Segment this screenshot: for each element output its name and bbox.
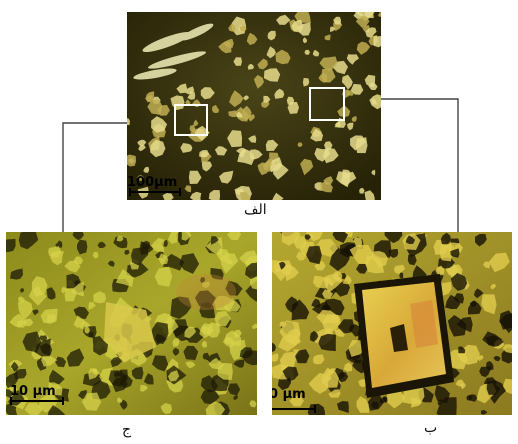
- zoom-box-right: [309, 87, 345, 121]
- scale-text-c: 10 µm: [10, 384, 56, 399]
- panel-label-a: الف: [244, 202, 267, 218]
- panel-label-b: ب: [424, 420, 438, 436]
- connector-line-right: [345, 98, 459, 232]
- micrograph-image-b: [272, 232, 512, 415]
- panel-label-c: ج: [122, 422, 132, 438]
- micrograph-panel-a: 100µm: [127, 12, 381, 200]
- micrograph-image-c: [6, 232, 257, 415]
- scale-bar-b: [272, 405, 316, 413]
- scale-bar-a: [129, 188, 181, 196]
- scale-text-b: 10 µm: [272, 387, 306, 402]
- micrograph-panel-b: 10 µm: [272, 232, 512, 415]
- zoom-box-left: [174, 104, 208, 136]
- scale-bar-c: [10, 397, 64, 405]
- scale-text-a: 100µm: [127, 175, 178, 190]
- micrograph-panel-c: 10 µm: [6, 232, 257, 415]
- micrograph-image-a: [127, 12, 381, 200]
